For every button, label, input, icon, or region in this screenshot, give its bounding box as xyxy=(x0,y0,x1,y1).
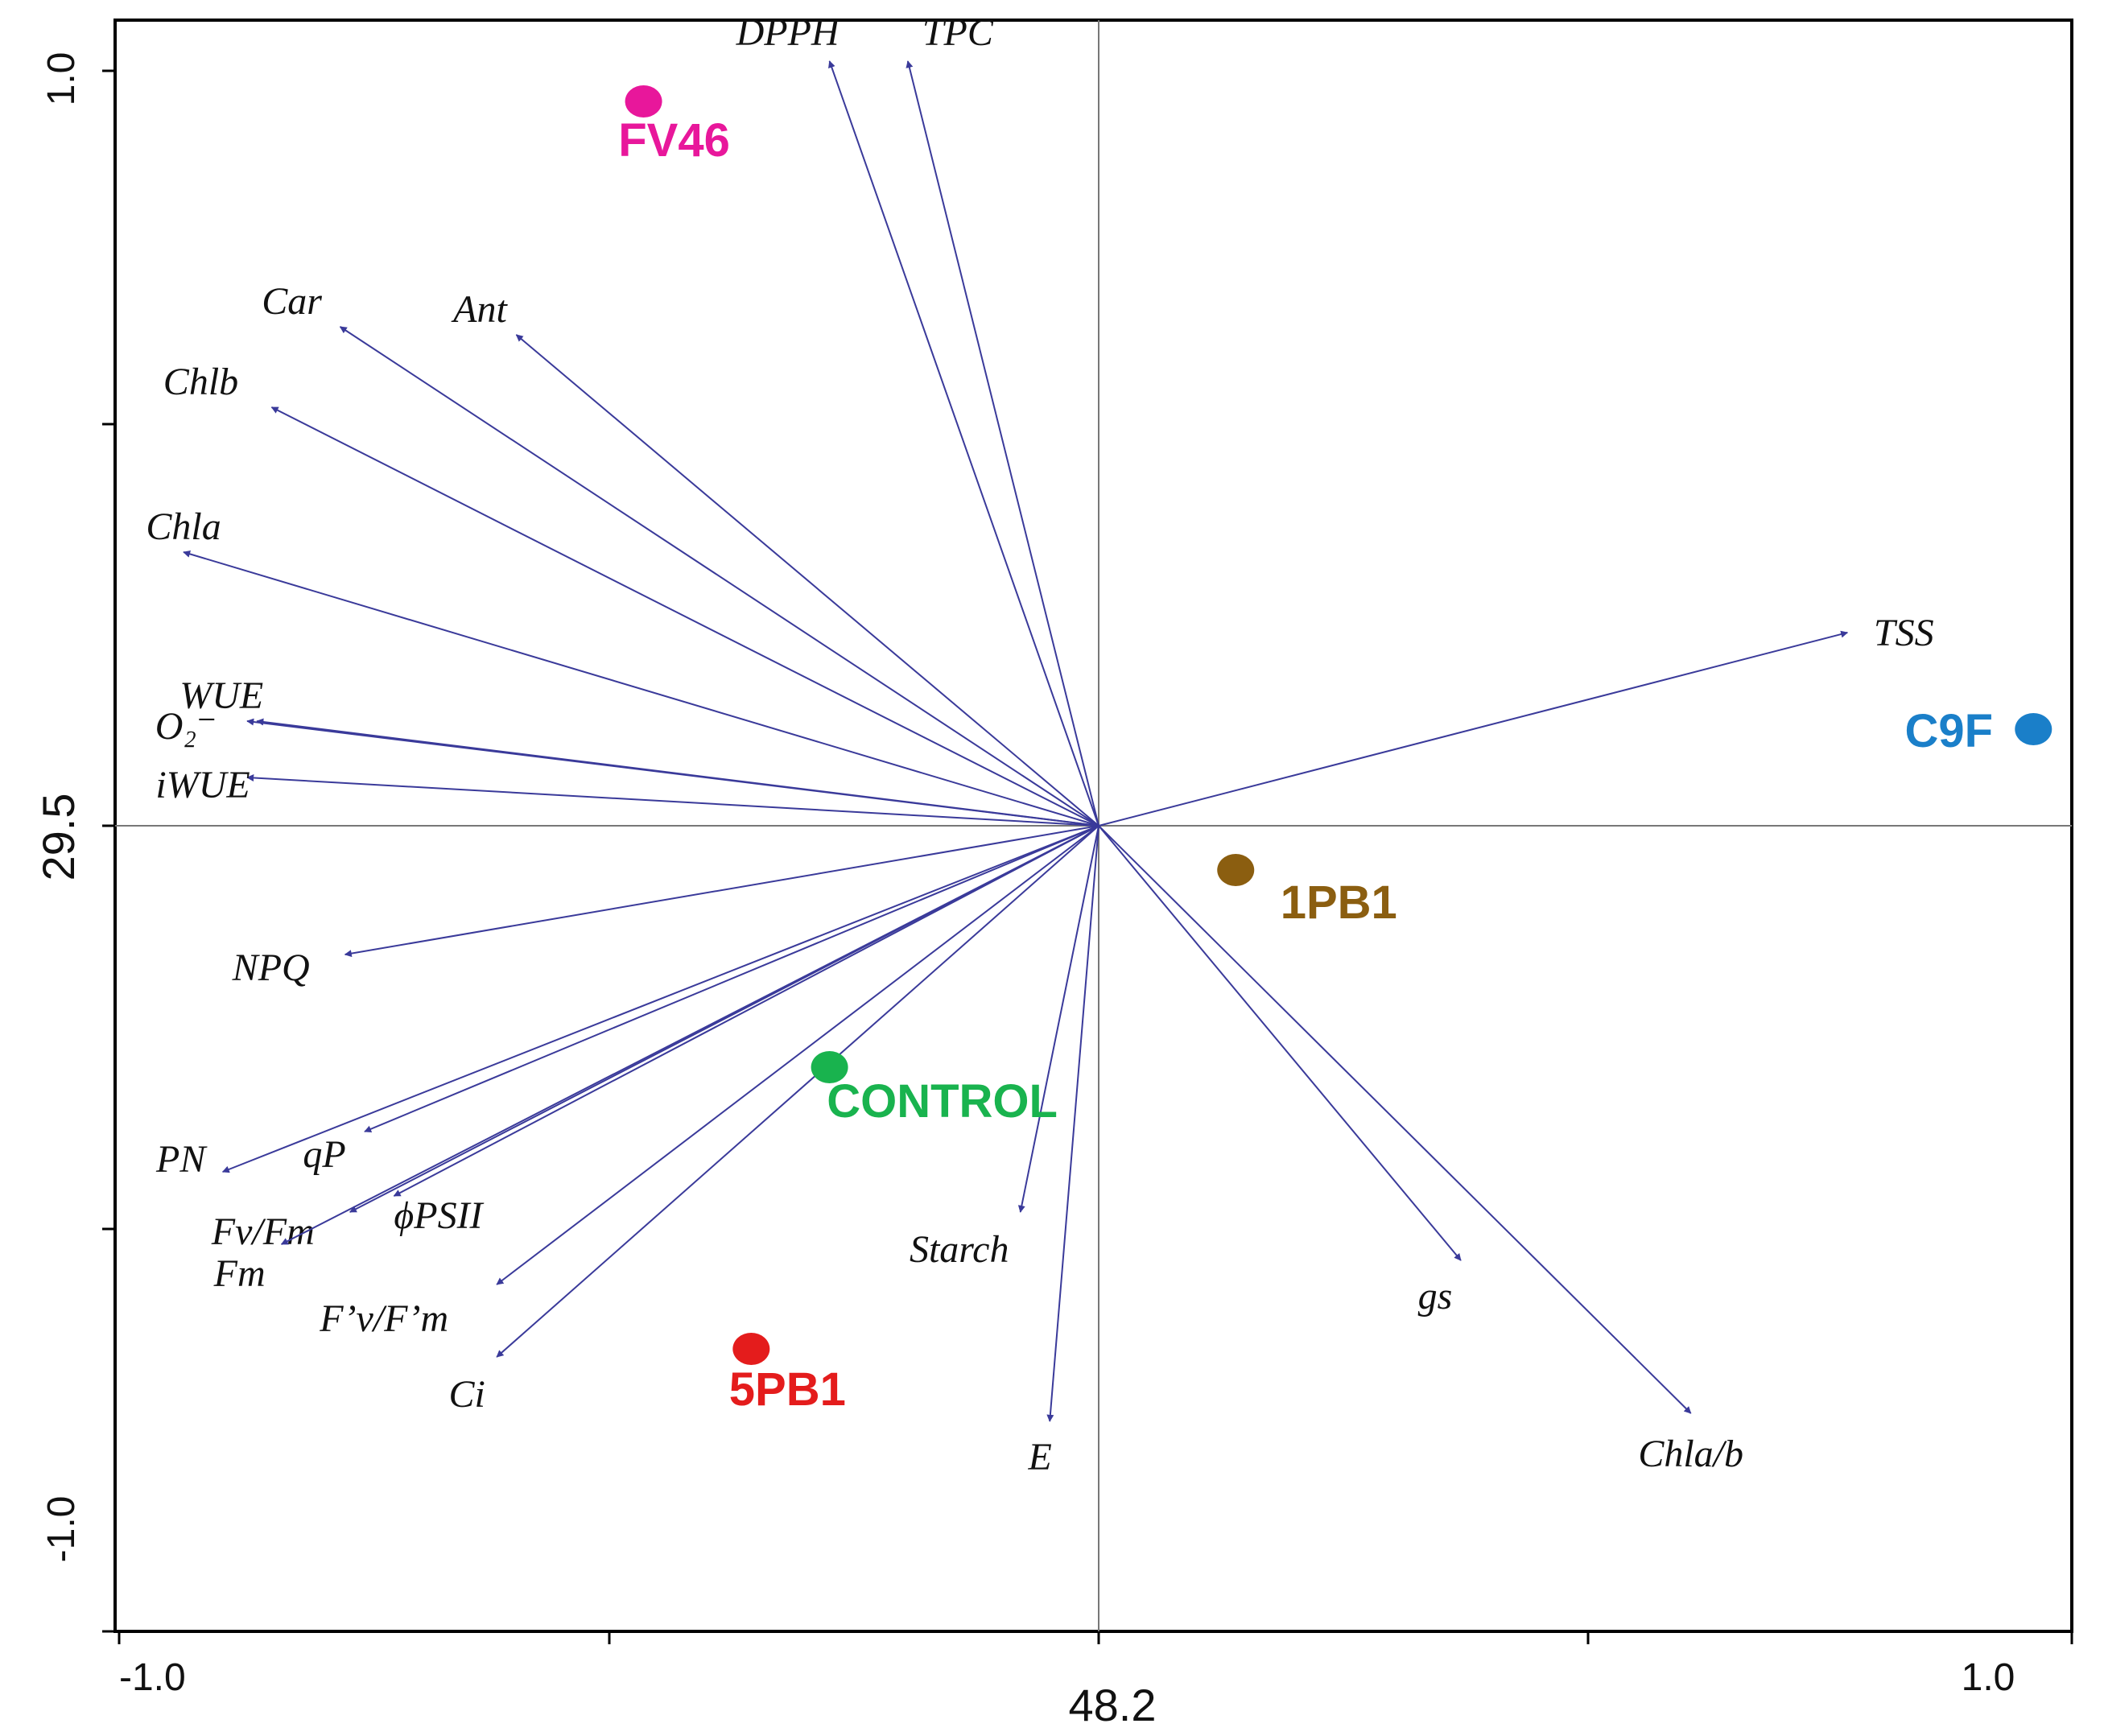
sample-point xyxy=(625,85,662,118)
vector-label: iWUE xyxy=(155,764,250,806)
sample-label: 1PB1 xyxy=(1281,876,1397,929)
vector-arrow xyxy=(906,60,1099,827)
vector-label: Chlb xyxy=(163,361,238,403)
vector-arrow xyxy=(1046,825,1099,1422)
vector-label: Starch xyxy=(910,1228,1009,1271)
vector-label: PN xyxy=(155,1138,208,1181)
vector-arrow xyxy=(280,825,1099,1245)
vector-arrow xyxy=(1098,825,1692,1414)
vector-arrow xyxy=(496,825,1099,1358)
sample-label: 5PB1 xyxy=(729,1363,846,1416)
vector-arrow xyxy=(246,718,1099,827)
vector-label: E xyxy=(1028,1436,1052,1478)
vector-arrow xyxy=(1098,825,1462,1261)
sample-points: FV46 C9F 1PB1 CONTROL 5PB1 xyxy=(618,85,2052,1416)
vector-arrow xyxy=(344,825,1099,958)
y-axis-ticks xyxy=(102,69,115,1633)
sample-label: FV46 xyxy=(618,114,730,167)
x-axis-ticks xyxy=(118,1631,2073,1644)
y-tick-label-min: -1.0 xyxy=(40,1496,83,1563)
x-tick-label-max: 1.0 xyxy=(1962,1656,2015,1699)
sample-point xyxy=(1217,854,1255,886)
vector-arrow xyxy=(221,825,1099,1173)
y-tick-label-max: 1.0 xyxy=(40,52,83,106)
vector-label: WUE xyxy=(179,674,263,717)
vector-arrow xyxy=(270,406,1099,827)
vector-label: O₂⁻ xyxy=(155,705,217,748)
vector-arrow xyxy=(496,825,1099,1285)
vector-label: F’v/F’m xyxy=(319,1297,448,1340)
sample-point xyxy=(2015,713,2052,745)
vector-label: Car xyxy=(262,280,322,323)
vector-label: qP xyxy=(303,1133,345,1176)
x-tick-label-min: -1.0 xyxy=(119,1656,186,1699)
vector-arrow xyxy=(246,773,1099,827)
vector-label: gs xyxy=(1418,1275,1453,1317)
sample-label: CONTROL xyxy=(827,1075,1058,1128)
vector-label: Chla xyxy=(146,505,221,548)
vector-arrow xyxy=(393,825,1099,1197)
sample-label: C9F xyxy=(1904,705,1993,757)
vector-label: Fm xyxy=(213,1252,266,1295)
vector-label: Fv/Fm xyxy=(211,1210,315,1253)
vector-arrow xyxy=(1017,825,1099,1213)
vector-label: TSS xyxy=(1874,612,1934,654)
vector-arrow xyxy=(515,334,1099,827)
vector-label: ϕPSII xyxy=(394,1194,484,1237)
vector-label: DPPH xyxy=(736,11,841,54)
vector-arrow xyxy=(183,550,1099,827)
vector-label: Ci xyxy=(448,1373,485,1416)
vector-label: Ant xyxy=(451,288,508,331)
sample-point xyxy=(811,1051,848,1083)
vector-label: Chla/b xyxy=(1638,1433,1743,1475)
vector-label: TPC xyxy=(922,11,994,54)
vector-arrow xyxy=(339,326,1099,827)
sample-point xyxy=(732,1333,770,1365)
vector-label: NPQ xyxy=(232,946,310,989)
x-axis-label: 48.2 xyxy=(1069,1680,1157,1730)
y-axis-label: 29.5 xyxy=(33,794,84,881)
vector-arrow xyxy=(364,825,1099,1133)
vector-arrow xyxy=(1098,630,1849,827)
vector-arrow xyxy=(828,60,1099,827)
